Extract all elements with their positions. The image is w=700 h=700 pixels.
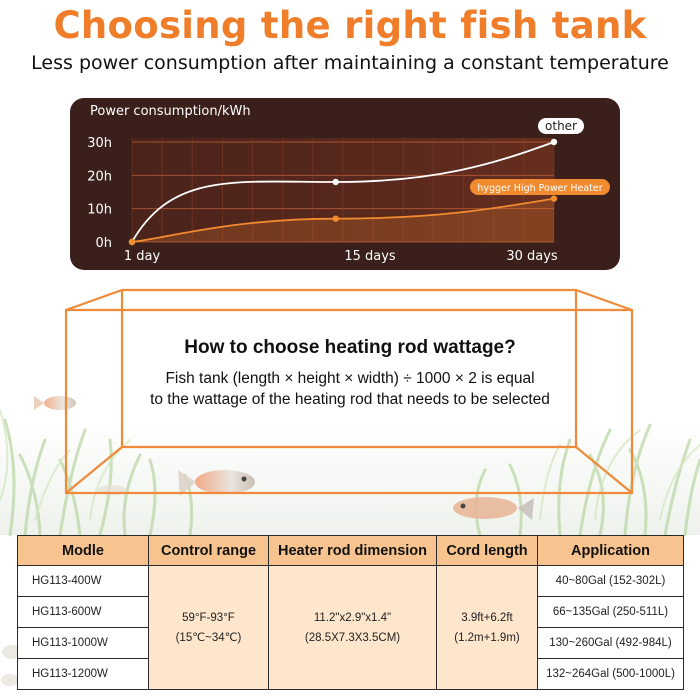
application-cell: 40~80Gal (152-302L) bbox=[537, 565, 684, 597]
header-cord-length: Cord length bbox=[436, 535, 538, 566]
x-tick-label: 30 days bbox=[506, 249, 558, 264]
formula-line-1: Fish tank (length × height × width) ÷ 10… bbox=[165, 370, 535, 387]
spec-table: Modle Control range Heater rod dimension… bbox=[17, 535, 684, 690]
fish-decoration bbox=[34, 396, 76, 410]
control-range-cell: 59°F-93°F (15℃~34℃) bbox=[148, 565, 269, 690]
cord-length-cell: 3.9ft+6.2ft (1.2m+1.9m) bbox=[436, 565, 538, 690]
cord-length-ft: 3.9ft+6.2ft bbox=[461, 611, 513, 624]
series-point bbox=[332, 215, 339, 222]
legend-other-badge bbox=[538, 118, 584, 134]
control-range-f: 59°F-93°F bbox=[182, 611, 235, 624]
control-range-c: (15℃~34℃) bbox=[175, 631, 242, 644]
y-tick-label: 30h bbox=[87, 136, 112, 151]
model-cell: HG113-600W bbox=[17, 596, 149, 628]
series-point bbox=[128, 238, 136, 246]
legend-hygger-label: hygger High Power Heater bbox=[477, 183, 602, 194]
header-control-range: Control range bbox=[148, 535, 269, 566]
series-point bbox=[332, 178, 339, 186]
y-tick-label: 10h bbox=[87, 203, 112, 218]
model-cell: HG113-1200W bbox=[17, 658, 149, 690]
y-tick-label: 20h bbox=[87, 169, 112, 184]
legend-hygger-badge bbox=[470, 179, 610, 195]
table-row: HG113-1200W 132~264Gal (500-1000L) bbox=[17, 658, 684, 690]
page-title: Choosing the right fish tank bbox=[53, 4, 647, 47]
y-tick-label: 0h bbox=[95, 236, 112, 251]
table-row: HG113-1000W 130~260Gal (492-984L) bbox=[17, 627, 684, 659]
power-chart-svg: 0h 10h 20h 30h Power consumption/kWh 1 day 15 … bbox=[87, 104, 610, 264]
page-subtitle: Less power consumption after maintaining… bbox=[31, 52, 669, 74]
legend-other-label: other bbox=[545, 119, 577, 133]
cord-length-m: (1.2m+1.9m) bbox=[454, 631, 520, 644]
application-cell: 132~264Gal (500-1000L) bbox=[537, 658, 684, 690]
power-chart: 0h 10h 20h 30h Power consumption/kWh 1 day 15 … bbox=[70, 98, 620, 270]
formula-line-2: to the wattage of the heating rod that n… bbox=[150, 391, 550, 408]
table-header-row: Modle Control range Heater rod dimension… bbox=[17, 535, 684, 566]
y-axis-label: Power consumption/kWh bbox=[90, 104, 251, 119]
tank-outline bbox=[64, 288, 634, 495]
model-cell: HG113-400W bbox=[17, 565, 149, 597]
x-tick-label: 1 day bbox=[124, 249, 161, 264]
fish-decoration-2 bbox=[178, 470, 255, 496]
table-row: HG113-600W 66~135Gal (250-511L) bbox=[17, 596, 684, 628]
wattage-question: How to choose heating rod wattage? bbox=[184, 337, 516, 358]
dimension-in: 11.2"x2.9"x1.4" bbox=[313, 611, 392, 624]
header-application: Application bbox=[537, 535, 684, 566]
series-point bbox=[550, 138, 558, 146]
model-cell: HG113-1000W bbox=[17, 627, 149, 659]
wattage-formula: Fish tank (length × height × width) ÷ 10… bbox=[100, 368, 600, 410]
application-cell: 66~135Gal (250-511L) bbox=[537, 596, 684, 628]
header-dimension: Heater rod dimension bbox=[268, 535, 437, 566]
header-model: Modle bbox=[17, 535, 149, 566]
dimension-cm: (28.5X7.3X3.5CM) bbox=[304, 631, 401, 644]
x-tick-label: 15 days bbox=[344, 249, 396, 264]
series-area-1 bbox=[132, 198, 554, 242]
fish-decoration-3 bbox=[453, 497, 534, 520]
dimension-cell: 11.2"x2.9"x1.4" (28.5X7.3X3.5CM) bbox=[268, 565, 437, 690]
series-point bbox=[550, 195, 558, 202]
table-row: HG113-400W 59°F-93°F (15℃~34℃) 11.2"x2.9… bbox=[17, 565, 684, 690]
application-cell: 130~260Gal (492-984L) bbox=[537, 627, 684, 659]
